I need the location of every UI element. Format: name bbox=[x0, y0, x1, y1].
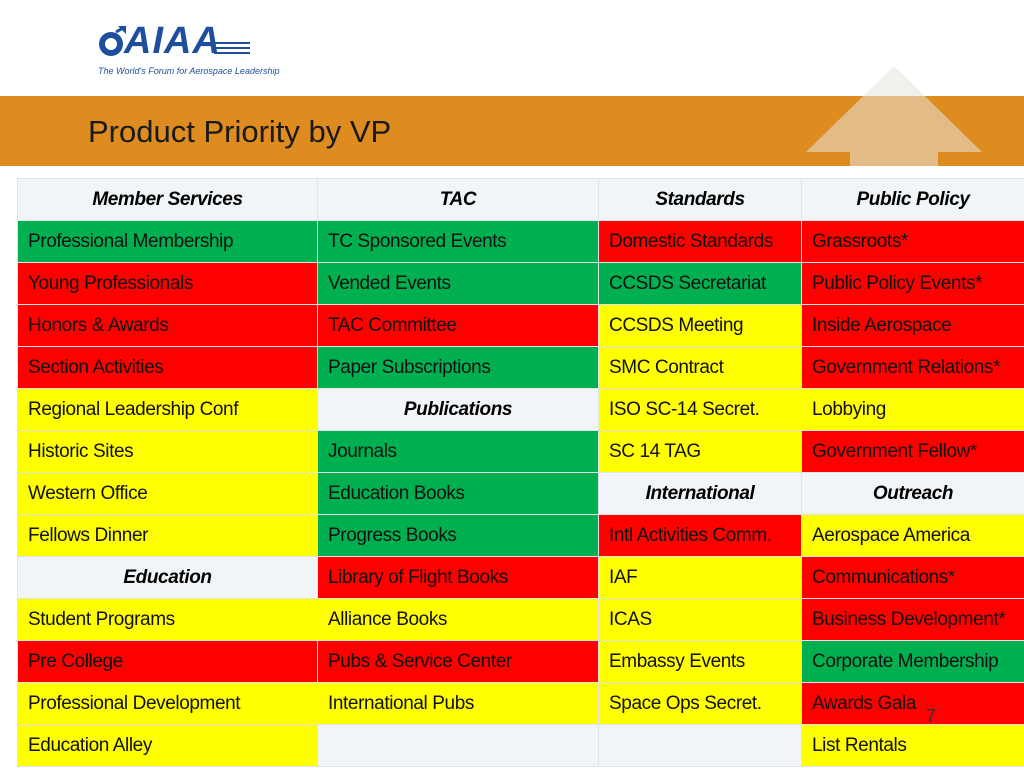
product-cell: Western Office bbox=[17, 472, 318, 515]
product-cell: Regional Leadership Conf bbox=[17, 388, 318, 431]
product-cell: SMC Contract bbox=[598, 346, 802, 389]
table-row: Education Alley List Rentals bbox=[17, 724, 1024, 767]
table-row: Professional Membership TC Sponsored Even… bbox=[17, 220, 1024, 263]
table-row: Section Activities Paper Subscriptions SMC… bbox=[17, 346, 1024, 389]
section-header-cell: Education bbox=[17, 556, 318, 599]
product-cell: Awards Gala bbox=[801, 682, 1024, 725]
product-cell: International Pubs bbox=[317, 682, 599, 725]
table-row: Regional Leadership Conf Publications ISO … bbox=[17, 388, 1024, 431]
product-cell: ISO SC-14 Secret. bbox=[598, 388, 802, 431]
product-cell: Grassroots* bbox=[801, 220, 1024, 263]
table-row: Education Library of Flight Books IAF Commu… bbox=[17, 556, 1024, 599]
section-header-cell: International bbox=[598, 472, 802, 515]
product-cell: Inside Aerospace bbox=[801, 304, 1024, 347]
table-row: Historic Sites Journals SC 14 TAG Governmen… bbox=[17, 430, 1024, 473]
logo-stripes-icon bbox=[214, 42, 250, 54]
product-cell: Vended Events bbox=[317, 262, 599, 305]
product-cell: Corporate Membership bbox=[801, 640, 1024, 683]
product-cell: Education Alley bbox=[17, 724, 318, 767]
section-header-cell: TAC bbox=[317, 178, 599, 221]
product-cell: Section Activities bbox=[17, 346, 318, 389]
product-cell: List Rentals bbox=[801, 724, 1024, 767]
section-header-cell: Publications bbox=[317, 388, 599, 431]
product-cell: Government Relations* bbox=[801, 346, 1024, 389]
product-cell: Paper Subscriptions bbox=[317, 346, 599, 389]
up-arrow-icon bbox=[806, 66, 982, 166]
table-row: Member Services TAC Standards Public Policy bbox=[17, 178, 1024, 221]
section-header-cell: Public Policy bbox=[801, 178, 1024, 221]
product-cell: Professional Membership bbox=[17, 220, 318, 263]
product-cell: Space Ops Secret. bbox=[598, 682, 802, 725]
product-cell: TC Sponsored Events bbox=[317, 220, 599, 263]
product-cell: Embassy Events bbox=[598, 640, 802, 683]
product-cell: Domestic Standards bbox=[598, 220, 802, 263]
product-cell: Progress Books bbox=[317, 514, 599, 557]
page-title: Product Priority by VP bbox=[88, 114, 392, 149]
logo-wordmark: AIAA bbox=[124, 20, 221, 62]
product-cell: CCSDS Secretariat bbox=[598, 262, 802, 305]
product-cell: ICAS bbox=[598, 598, 802, 641]
section-header-cell: Standards bbox=[598, 178, 802, 221]
table-row: Western Office Education Books Internation… bbox=[17, 472, 1024, 515]
product-cell: CCSDS Meeting bbox=[598, 304, 802, 347]
table-row: Honors & Awards TAC Committee CCSDS Meetin… bbox=[17, 304, 1024, 347]
priority-table: Member Services TAC Standards Public Policy… bbox=[17, 178, 1024, 767]
product-cell: Young Professionals bbox=[17, 262, 318, 305]
product-cell: Historic Sites bbox=[17, 430, 318, 473]
product-cell: Government Fellow* bbox=[801, 430, 1024, 473]
aiaa-logo: AIAA The World's Forum for Aerospace Lea… bbox=[96, 18, 279, 82]
table-row: Student Programs Alliance Books ICAS Busine… bbox=[17, 598, 1024, 641]
section-header-cell: Outreach bbox=[801, 472, 1024, 515]
table-row: Professional Development International Pu… bbox=[17, 682, 1024, 725]
page-number: 7 bbox=[926, 706, 937, 726]
product-cell: IAF bbox=[598, 556, 802, 599]
product-cell: Journals bbox=[317, 430, 599, 473]
product-cell: Communications* bbox=[801, 556, 1024, 599]
product-cell: Aerospace America bbox=[801, 514, 1024, 557]
product-cell: Public Policy Events* bbox=[801, 262, 1024, 305]
product-cell bbox=[598, 724, 802, 767]
product-cell: Alliance Books bbox=[317, 598, 599, 641]
product-cell: Professional Development bbox=[17, 682, 318, 725]
product-cell: Pubs & Service Center bbox=[317, 640, 599, 683]
section-header-cell: Member Services bbox=[17, 178, 318, 221]
product-cell bbox=[317, 724, 599, 767]
table-row: Fellows Dinner Progress Books Intl Activit… bbox=[17, 514, 1024, 557]
product-cell: Business Development* bbox=[801, 598, 1024, 641]
product-cell: Lobbying bbox=[801, 388, 1024, 431]
table-row: Pre College Pubs & Service Center Embassy … bbox=[17, 640, 1024, 683]
product-cell: Library of Flight Books bbox=[317, 556, 599, 599]
aiaa-emblem-icon bbox=[99, 26, 126, 56]
product-cell: Intl Activities Comm. bbox=[598, 514, 802, 557]
product-cell: TAC Committee bbox=[317, 304, 599, 347]
product-cell: SC 14 TAG bbox=[598, 430, 802, 473]
product-cell: Student Programs bbox=[17, 598, 318, 641]
product-cell: Pre College bbox=[17, 640, 318, 683]
product-cell: Education Books bbox=[317, 472, 599, 515]
logo-tagline: The World's Forum for Aerospace Leadersh… bbox=[98, 66, 280, 76]
product-cell: Honors & Awards bbox=[17, 304, 318, 347]
table-row: Young Professionals Vended Events CCSDS Se… bbox=[17, 262, 1024, 305]
product-cell: Fellows Dinner bbox=[17, 514, 318, 557]
